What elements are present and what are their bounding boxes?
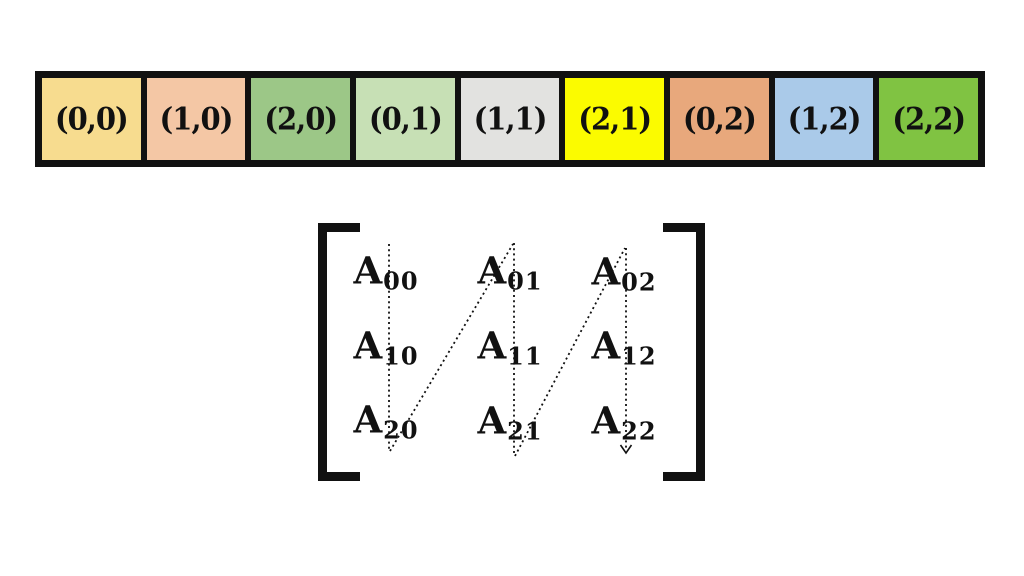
array-cell-label: (0,1) bbox=[368, 101, 443, 137]
matrix-element: A11 bbox=[477, 327, 543, 371]
matrix-element-subscript: 22 bbox=[621, 416, 657, 446]
array-cell-label: (1,2) bbox=[787, 101, 862, 137]
arrowhead-icon bbox=[619, 444, 633, 455]
array-cell-label: (2,0) bbox=[264, 101, 338, 137]
array-cell-label: (0,2) bbox=[682, 101, 757, 137]
matrix-left-bracket bbox=[318, 223, 360, 481]
array-cell: (2,0) bbox=[248, 75, 354, 163]
array-cell: (2,1) bbox=[562, 75, 668, 163]
array-cell: (0,1) bbox=[353, 75, 458, 163]
matrix-element-subscript: 00 bbox=[383, 266, 419, 296]
matrix-element-base: A bbox=[477, 323, 507, 368]
matrix-element-subscript: 21 bbox=[507, 416, 543, 446]
array-cell-label: (1,1) bbox=[473, 101, 548, 137]
matrix-element: A12 bbox=[591, 327, 657, 371]
array-cell-label: (1,0) bbox=[159, 101, 234, 137]
matrix-element-base: A bbox=[591, 398, 621, 443]
array-cell: (2,2) bbox=[876, 75, 982, 163]
matrix-right-bracket bbox=[663, 223, 705, 481]
matrix-element-subscript: 11 bbox=[507, 341, 543, 371]
matrix-element-subscript: 20 bbox=[383, 415, 419, 445]
array-cell: (0,2) bbox=[667, 75, 772, 163]
matrix-element: A22 bbox=[591, 402, 657, 446]
array-cell-label: (2,1) bbox=[578, 101, 652, 137]
matrix-element-base: A bbox=[477, 398, 507, 443]
array-cell: (1,2) bbox=[771, 75, 877, 163]
matrix-element-base: A bbox=[353, 248, 383, 293]
matrix-element: A20 bbox=[353, 401, 419, 445]
matrix-element-base: A bbox=[591, 323, 621, 368]
matrix-element-base: A bbox=[477, 248, 507, 293]
matrix-element: A01 bbox=[477, 252, 543, 296]
matrix-element-base: A bbox=[591, 249, 621, 294]
matrix-element: A10 bbox=[353, 327, 419, 371]
matrix-element-subscript: 02 bbox=[621, 267, 657, 297]
array-cell-label: (2,2) bbox=[892, 101, 966, 137]
matrix-element-base: A bbox=[353, 397, 383, 442]
array-cell: (0,0) bbox=[39, 75, 144, 163]
matrix-element: A00 bbox=[353, 252, 419, 296]
matrix-element-subscript: 10 bbox=[383, 341, 419, 371]
array-cell: (1,0) bbox=[143, 75, 249, 163]
matrix-element: A02 bbox=[591, 253, 657, 297]
matrix-element-base: A bbox=[353, 323, 383, 368]
array-cell-label: (0,0) bbox=[54, 101, 129, 137]
array-cell: (1,1) bbox=[457, 75, 563, 163]
matrix-element-subscript: 01 bbox=[507, 266, 543, 296]
array-strip: (0,0) (1,0) (2,0) (0,1) (1,1) (2,1) (0,2… bbox=[35, 71, 985, 167]
matrix-element: A21 bbox=[477, 402, 543, 446]
matrix-element-subscript: 12 bbox=[621, 341, 657, 371]
